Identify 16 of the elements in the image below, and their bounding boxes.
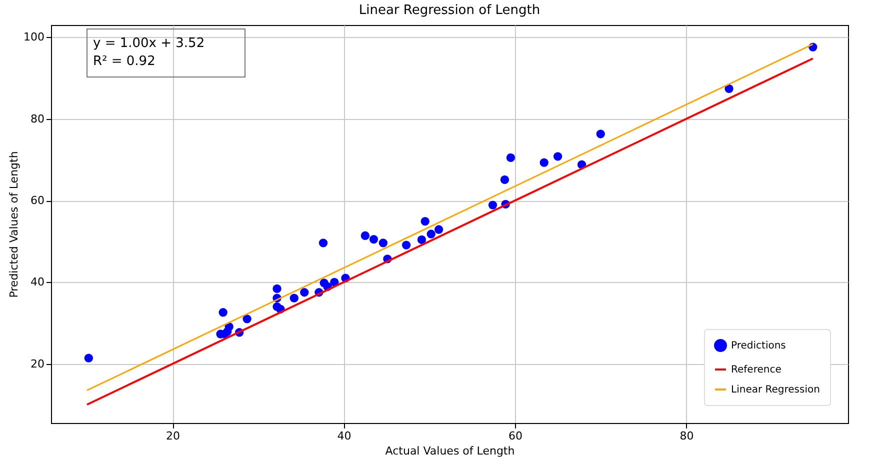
x-tick-label: 40 — [337, 430, 352, 442]
y-tick-label: 80 — [30, 112, 44, 126]
chart-title: Linear Regression of Length — [358, 3, 540, 18]
x-axis-title: Actual Values of Length — [385, 444, 515, 458]
y-tick-label: 40 — [30, 276, 44, 289]
legend-label: Linear Regression — [731, 384, 820, 396]
x-tick-label: 80 — [680, 430, 694, 442]
annotation: y = 1.00x + 3.52 R² = 0.92 — [93, 36, 205, 69]
y-axis-title: Predicted Values of Length — [8, 151, 21, 298]
legend-label: Reference — [731, 364, 782, 376]
x-tick-label: 20 — [166, 430, 180, 442]
x-tick-label: 60 — [508, 430, 522, 442]
legend-label: Predictions — [731, 340, 786, 352]
y-tick-label: 100 — [24, 30, 44, 44]
y-tick-label: 20 — [30, 357, 44, 370]
y-tick-label: 60 — [30, 194, 44, 208]
